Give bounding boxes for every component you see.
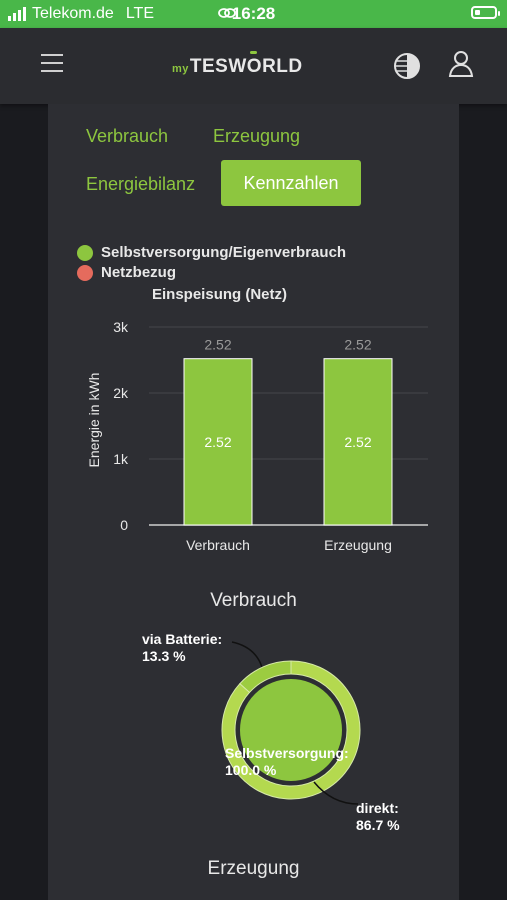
y-tick-label: 1k [113,451,129,467]
verbrauch-section-title: Verbrauch [210,590,297,611]
donut-leader-direkt [313,781,359,805]
bar-erzeugung[interactable] [323,358,393,526]
status-time: 16:28 [231,4,276,23]
bar-top-label: 2.52 [344,337,371,353]
legend-item-netzbezug[interactable]: Netzbezug [77,264,176,281]
erzeugung-section-title: Erzeugung [207,858,300,879]
bar-top-label: 2.52 [204,337,231,353]
donut-center [238,677,344,783]
menu-icon[interactable] [41,54,63,72]
donut-slice-direkt[interactable] [221,660,361,800]
tab-energiebilanz[interactable]: Energiebilanz [86,174,196,194]
bar-verbrauch[interactable] [183,358,253,526]
carrier-name: Telekom.de [32,5,114,22]
carrier-info: Telekom.de LTE [8,5,154,23]
y-axis-label: Energie in kWh [86,373,102,468]
status-bar: Telekom.de LTE 16:28 [0,0,507,28]
battery-icon [471,6,500,19]
app-logo[interactable]: myTESWORLD [172,56,303,77]
tab-verbrauch[interactable]: Verbrauch [86,126,169,146]
network-type: LTE [125,5,154,22]
theme-globe-icon[interactable] [393,52,421,80]
bar-inside-label: 2.52 [204,434,231,450]
y-tick-label: 3k [113,319,129,335]
legend-dot-red [77,264,93,281]
tab-kennzahlen[interactable]: Kennzahlen [221,160,361,206]
bar-inside-label: 2.52 [344,434,371,450]
legend-dot-green [77,244,93,261]
donut-label-batterie: via Batterie: 13.3 % [142,631,223,664]
app-header: myTESWORLD [0,28,507,104]
link-icon [218,8,236,18]
y-tick-label: 2k [113,385,129,401]
tab-erzeugung[interactable]: Erzeugung [213,126,301,146]
legend-item-einspeisung[interactable]: Einspeisung (Netz) [152,286,288,303]
signal-icon [8,7,26,21]
donut-label-direkt: direkt: 86.7 % [356,800,400,833]
verbrauch-donut-chart [221,660,361,800]
user-icon[interactable] [448,50,474,78]
legend-item-selbstversorgung[interactable]: Selbstversorgung/Eigenverbrauch [77,244,346,261]
y-tick-label: 0 [120,517,128,533]
x-tick-label: Erzeugung [324,537,392,553]
x-tick-label: Verbrauch [186,537,250,553]
donut-center-label: Selbstversorgung: 100.0 % [225,745,349,778]
